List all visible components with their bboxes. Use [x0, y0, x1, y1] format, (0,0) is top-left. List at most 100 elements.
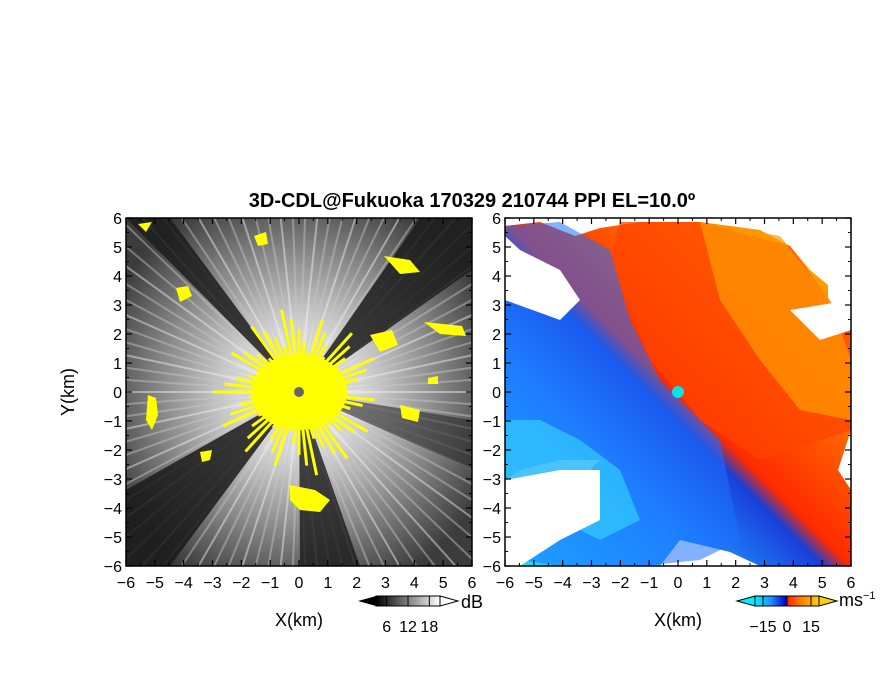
velocity-panel: −6 −5 −4 −3 −2 −1 0 1 2 3 4 5 6 −6 −5 −4 −3 −2 −1 0 1 2 3 4 5 6 X…: [483, 211, 876, 636]
yellow-echo: [290, 485, 330, 512]
dark-sector: [126, 392, 299, 566]
y-tick-label: 2: [492, 327, 501, 344]
colorbar-extend-low: [358, 596, 376, 606]
y-axis-label: Y(km): [58, 368, 78, 416]
axis-ticks: −6 −5 −4 −3 −2 −1 0 1 2 3 4 5 6 −6 −5 −4 −3 −2 −1 0 1 2 3 4 5 6: [104, 211, 477, 592]
dark-sector: [299, 218, 472, 392]
x-tick-label: −4: [175, 575, 193, 592]
colorbar-unit-base: ms: [839, 590, 863, 610]
radial-streak: [291, 218, 300, 393]
x-tick-label: 1: [323, 575, 332, 592]
radial-streak: [298, 391, 437, 566]
y-tick-label: −2: [104, 443, 122, 460]
x-tick-label: 0: [674, 575, 683, 592]
radial-streak: [298, 391, 371, 566]
x-tick-label: 2: [731, 575, 740, 592]
x-tick-label: 3: [760, 575, 769, 592]
yellow-echo: [400, 405, 420, 422]
y-tick-label: 1: [113, 356, 122, 373]
y-tick-label: 6: [113, 211, 122, 228]
radial-streak: [213, 218, 300, 393]
y-tick-label: −1: [483, 414, 501, 431]
x-tick-label: 5: [439, 575, 448, 592]
x-tick-label: −3: [582, 575, 600, 592]
y-tick-label: 5: [492, 240, 501, 257]
chart-title: 3D-CDL@Fukuoka 170329 210744 PPI EL=10.0…: [249, 190, 695, 212]
y-tick-label: −3: [104, 472, 122, 489]
radial-streak: [267, 218, 300, 393]
x-tick-label: 1: [702, 575, 711, 592]
x-tick-label: 6: [847, 575, 856, 592]
radial-streak: [298, 391, 418, 566]
velocity-colorbar: ms−1 −15 0 15: [735, 590, 876, 636]
radial-streak: [180, 218, 300, 393]
x-tick-label: 5: [818, 575, 827, 592]
radial-streak: [126, 223, 300, 393]
y-tick-label: −2: [483, 443, 501, 460]
y-tick-label: −6: [104, 559, 122, 576]
radial-streak: [227, 218, 300, 393]
radial-streak: [298, 218, 307, 393]
x-tick-label: 4: [789, 575, 798, 592]
receding-region-strong: [700, 222, 851, 420]
colorbar-tick-label: 15: [802, 619, 820, 636]
x-tick-label: −6: [117, 575, 135, 592]
colorbar-tick-label: 12: [399, 619, 417, 636]
yellow-echo: [428, 376, 438, 384]
colorbar-unit: dB: [461, 592, 483, 612]
radial-streak: [298, 218, 371, 393]
y-tick-label: 1: [492, 356, 501, 373]
colorbar-tick-label: 18: [420, 619, 438, 636]
radial-streak: [298, 391, 472, 539]
yellow-echo: [370, 330, 398, 352]
y-tick-label: 0: [113, 385, 122, 402]
radial-streak: [298, 218, 331, 393]
axis-ticks: −6 −5 −4 −3 −2 −1 0 1 2 3 4 5 6 −6 −5 −4 −3 −2 −1 0 1 2 3 4 5 6: [483, 211, 856, 592]
radial-streak: [254, 391, 300, 566]
y-tick-label: 4: [113, 269, 122, 286]
radar-center-marker: [294, 387, 304, 397]
y-tick-label: −4: [483, 501, 501, 518]
colorbar-tick-label: 0: [783, 619, 792, 636]
radar-center-marker: [672, 386, 684, 398]
y-tick-label: −3: [483, 472, 501, 489]
y-tick-label: −5: [104, 530, 122, 547]
y-tick-label: 0: [492, 385, 501, 402]
y-tick-label: −1: [104, 414, 122, 431]
x-tick-label: −6: [496, 575, 514, 592]
colorbar-unit: ms−1: [839, 590, 876, 610]
reflectivity-colorbar: dB 6 12 18: [358, 592, 483, 636]
x-tick-label: −4: [554, 575, 572, 592]
colorbar-extend-low: [735, 595, 756, 607]
no-data-region: [790, 300, 851, 340]
x-tick-label: 2: [352, 575, 361, 592]
x-tick-label: 6: [468, 575, 477, 592]
x-tick-label: 4: [410, 575, 419, 592]
radial-streak: [298, 391, 385, 566]
radial-streak: [298, 391, 472, 561]
yellow-echo: [176, 286, 192, 302]
colorbar-extend-high: [439, 595, 460, 607]
x-tick-label: −1: [261, 575, 279, 592]
y-tick-label: 2: [113, 327, 122, 344]
y-tick-label: −6: [483, 559, 501, 576]
radial-streak: [291, 391, 300, 566]
yellow-echo: [424, 322, 466, 336]
x-tick-label: −2: [232, 575, 250, 592]
x-tick-label: 0: [295, 575, 304, 592]
yellow-core-spike: [298, 385, 348, 394]
colorbar-extend-high: [818, 595, 839, 607]
x-tick-label: −1: [640, 575, 658, 592]
x-tick-label: −2: [611, 575, 629, 592]
radial-streak: [254, 218, 300, 393]
y-tick-label: −5: [483, 530, 501, 547]
y-tick-label: 6: [492, 211, 501, 228]
no-data-region: [505, 236, 580, 320]
dark-sector: [299, 392, 472, 470]
y-tick-label: 4: [492, 269, 501, 286]
x-tick-label: −3: [203, 575, 221, 592]
y-tick-label: 3: [113, 298, 122, 315]
